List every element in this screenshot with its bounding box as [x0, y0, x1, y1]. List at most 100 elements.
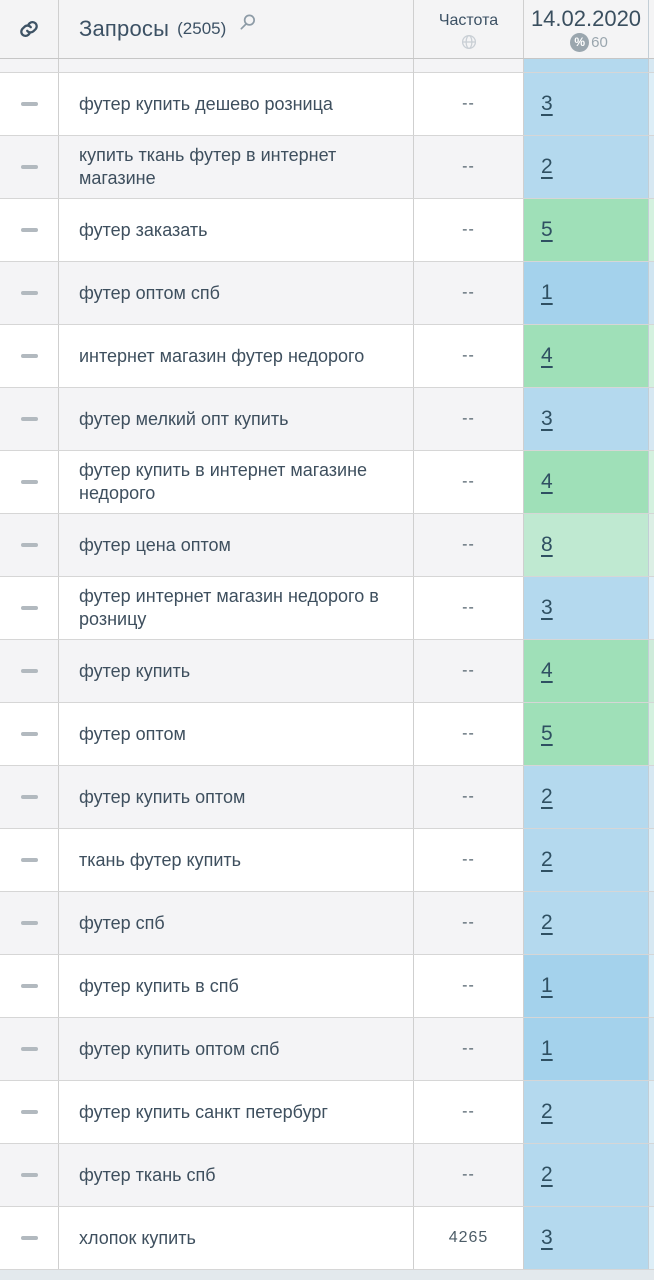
- table-row: ткань футер купить -- 2: [0, 829, 654, 892]
- query-cell[interactable]: ткань футер купить: [59, 829, 414, 891]
- query-cell[interactable]: футер купить оптом: [59, 766, 414, 828]
- row-marker-cell[interactable]: [0, 703, 59, 765]
- position-link[interactable]: 2: [541, 1100, 553, 1123]
- position-link[interactable]: 1: [541, 1037, 553, 1060]
- table-row: купить ткань футер в интернет магазине -…: [0, 136, 654, 199]
- queries-column-header[interactable]: Запросы (2505): [59, 0, 414, 58]
- next-column-sliver: [649, 640, 654, 702]
- query-cell[interactable]: футер мелкий опт купить: [59, 388, 414, 450]
- position-link[interactable]: 5: [541, 218, 553, 241]
- query-cell[interactable]: футер купить в спб: [59, 955, 414, 1017]
- frequency-cell: --: [414, 1081, 524, 1143]
- position-cell: 8: [524, 514, 649, 576]
- frequency-cell: --: [414, 514, 524, 576]
- row-marker-cell[interactable]: [0, 73, 59, 135]
- frequency-cell: --: [414, 640, 524, 702]
- position-link[interactable]: 3: [541, 1226, 553, 1249]
- row-marker-cell[interactable]: [0, 640, 59, 702]
- row-marker-cell[interactable]: [0, 199, 59, 261]
- position-link[interactable]: 3: [541, 407, 553, 430]
- row-marker-cell[interactable]: [0, 955, 59, 1017]
- minus-icon: [20, 417, 38, 421]
- position-cell: 4: [524, 451, 649, 513]
- next-column-sliver: [649, 1081, 654, 1143]
- position-link[interactable]: 3: [541, 596, 553, 619]
- row-marker-cell[interactable]: [0, 1081, 59, 1143]
- date-visibility: % 60: [570, 32, 608, 52]
- query-cell[interactable]: футер купить санкт петербург: [59, 1081, 414, 1143]
- position-link[interactable]: 1: [541, 281, 553, 304]
- frequency-cell: --: [414, 1018, 524, 1080]
- position-link[interactable]: 2: [541, 1163, 553, 1186]
- query-cell[interactable]: футер ткань спб: [59, 1144, 414, 1206]
- query-cell[interactable]: футер интернет магазин недорого в розниц…: [59, 577, 414, 639]
- query-cell[interactable]: футер купить дешево розница: [59, 73, 414, 135]
- frequency-value: --: [462, 977, 475, 994]
- row-marker-cell[interactable]: [0, 766, 59, 828]
- position-link[interactable]: 2: [541, 155, 553, 178]
- position-link[interactable]: 5: [541, 722, 553, 745]
- position-link[interactable]: 4: [541, 470, 553, 493]
- row-marker-cell[interactable]: [0, 136, 59, 198]
- query-cell[interactable]: интернет магазин футер недорого: [59, 325, 414, 387]
- frequency-value: --: [462, 914, 475, 931]
- position-link[interactable]: 2: [541, 911, 553, 934]
- query-cell[interactable]: футер цена оптом: [59, 514, 414, 576]
- date-column-header[interactable]: 14.02.2020 % 60: [524, 0, 649, 58]
- query-text: ткань футер купить: [79, 849, 242, 870]
- position-link[interactable]: 2: [541, 848, 553, 871]
- row-marker-cell[interactable]: [0, 262, 59, 324]
- query-cell[interactable]: футер купить: [59, 640, 414, 702]
- minus-icon: [20, 669, 38, 673]
- position-cell: 2: [524, 136, 649, 198]
- row-marker-cell[interactable]: [0, 892, 59, 954]
- next-column-sliver: [649, 199, 654, 261]
- position-cell: 3: [524, 73, 649, 135]
- query-cell[interactable]: футер заказать: [59, 199, 414, 261]
- position-link[interactable]: 3: [541, 92, 553, 115]
- row-marker-cell[interactable]: [0, 1144, 59, 1206]
- frequency-cell: --: [414, 703, 524, 765]
- position-cell: 5: [524, 703, 649, 765]
- minus-icon: [20, 858, 38, 862]
- search-icon[interactable]: [238, 13, 257, 32]
- partial-row: [0, 59, 654, 75]
- frequency-cell: --: [414, 388, 524, 450]
- next-column-sliver: [649, 829, 654, 891]
- row-marker-cell[interactable]: [0, 451, 59, 513]
- frequency-cell: --: [414, 892, 524, 954]
- row-marker-cell[interactable]: [0, 514, 59, 576]
- row-marker-cell[interactable]: [0, 388, 59, 450]
- query-cell[interactable]: футер купить в интернет магазине недорог…: [59, 451, 414, 513]
- query-text: футер купить: [79, 660, 191, 681]
- position-link[interactable]: 4: [541, 344, 553, 367]
- query-text: футер оптом спб: [79, 282, 220, 303]
- query-text: хлопок купить: [79, 1227, 196, 1248]
- row-marker-cell[interactable]: [0, 1018, 59, 1080]
- row-marker-cell[interactable]: [0, 325, 59, 387]
- query-cell[interactable]: футер купить оптом спб: [59, 1018, 414, 1080]
- frequency-cell: --: [414, 766, 524, 828]
- table-row: футер купить оптом -- 2: [0, 766, 654, 829]
- row-marker-cell[interactable]: [0, 577, 59, 639]
- position-link[interactable]: 1: [541, 974, 553, 997]
- position-link[interactable]: 8: [541, 533, 553, 556]
- link-column-header[interactable]: [0, 0, 59, 58]
- frequency-value: --: [462, 599, 475, 616]
- query-cell[interactable]: футер оптом спб: [59, 262, 414, 324]
- minus-icon: [20, 354, 38, 358]
- query-cell[interactable]: футер спб: [59, 892, 414, 954]
- position-cell: 5: [524, 199, 649, 261]
- row-marker-cell[interactable]: [0, 829, 59, 891]
- position-cell: 2: [524, 766, 649, 828]
- minus-icon: [20, 921, 38, 925]
- table-row: футер оптом -- 5: [0, 703, 654, 766]
- query-cell[interactable]: хлопок купить: [59, 1207, 414, 1269]
- next-column-sliver: [649, 514, 654, 576]
- position-link[interactable]: 4: [541, 659, 553, 682]
- query-cell[interactable]: футер оптом: [59, 703, 414, 765]
- row-marker-cell[interactable]: [0, 1207, 59, 1269]
- position-link[interactable]: 2: [541, 785, 553, 808]
- query-cell[interactable]: купить ткань футер в интернет магазине: [59, 136, 414, 198]
- frequency-column-header[interactable]: Частота: [414, 0, 524, 58]
